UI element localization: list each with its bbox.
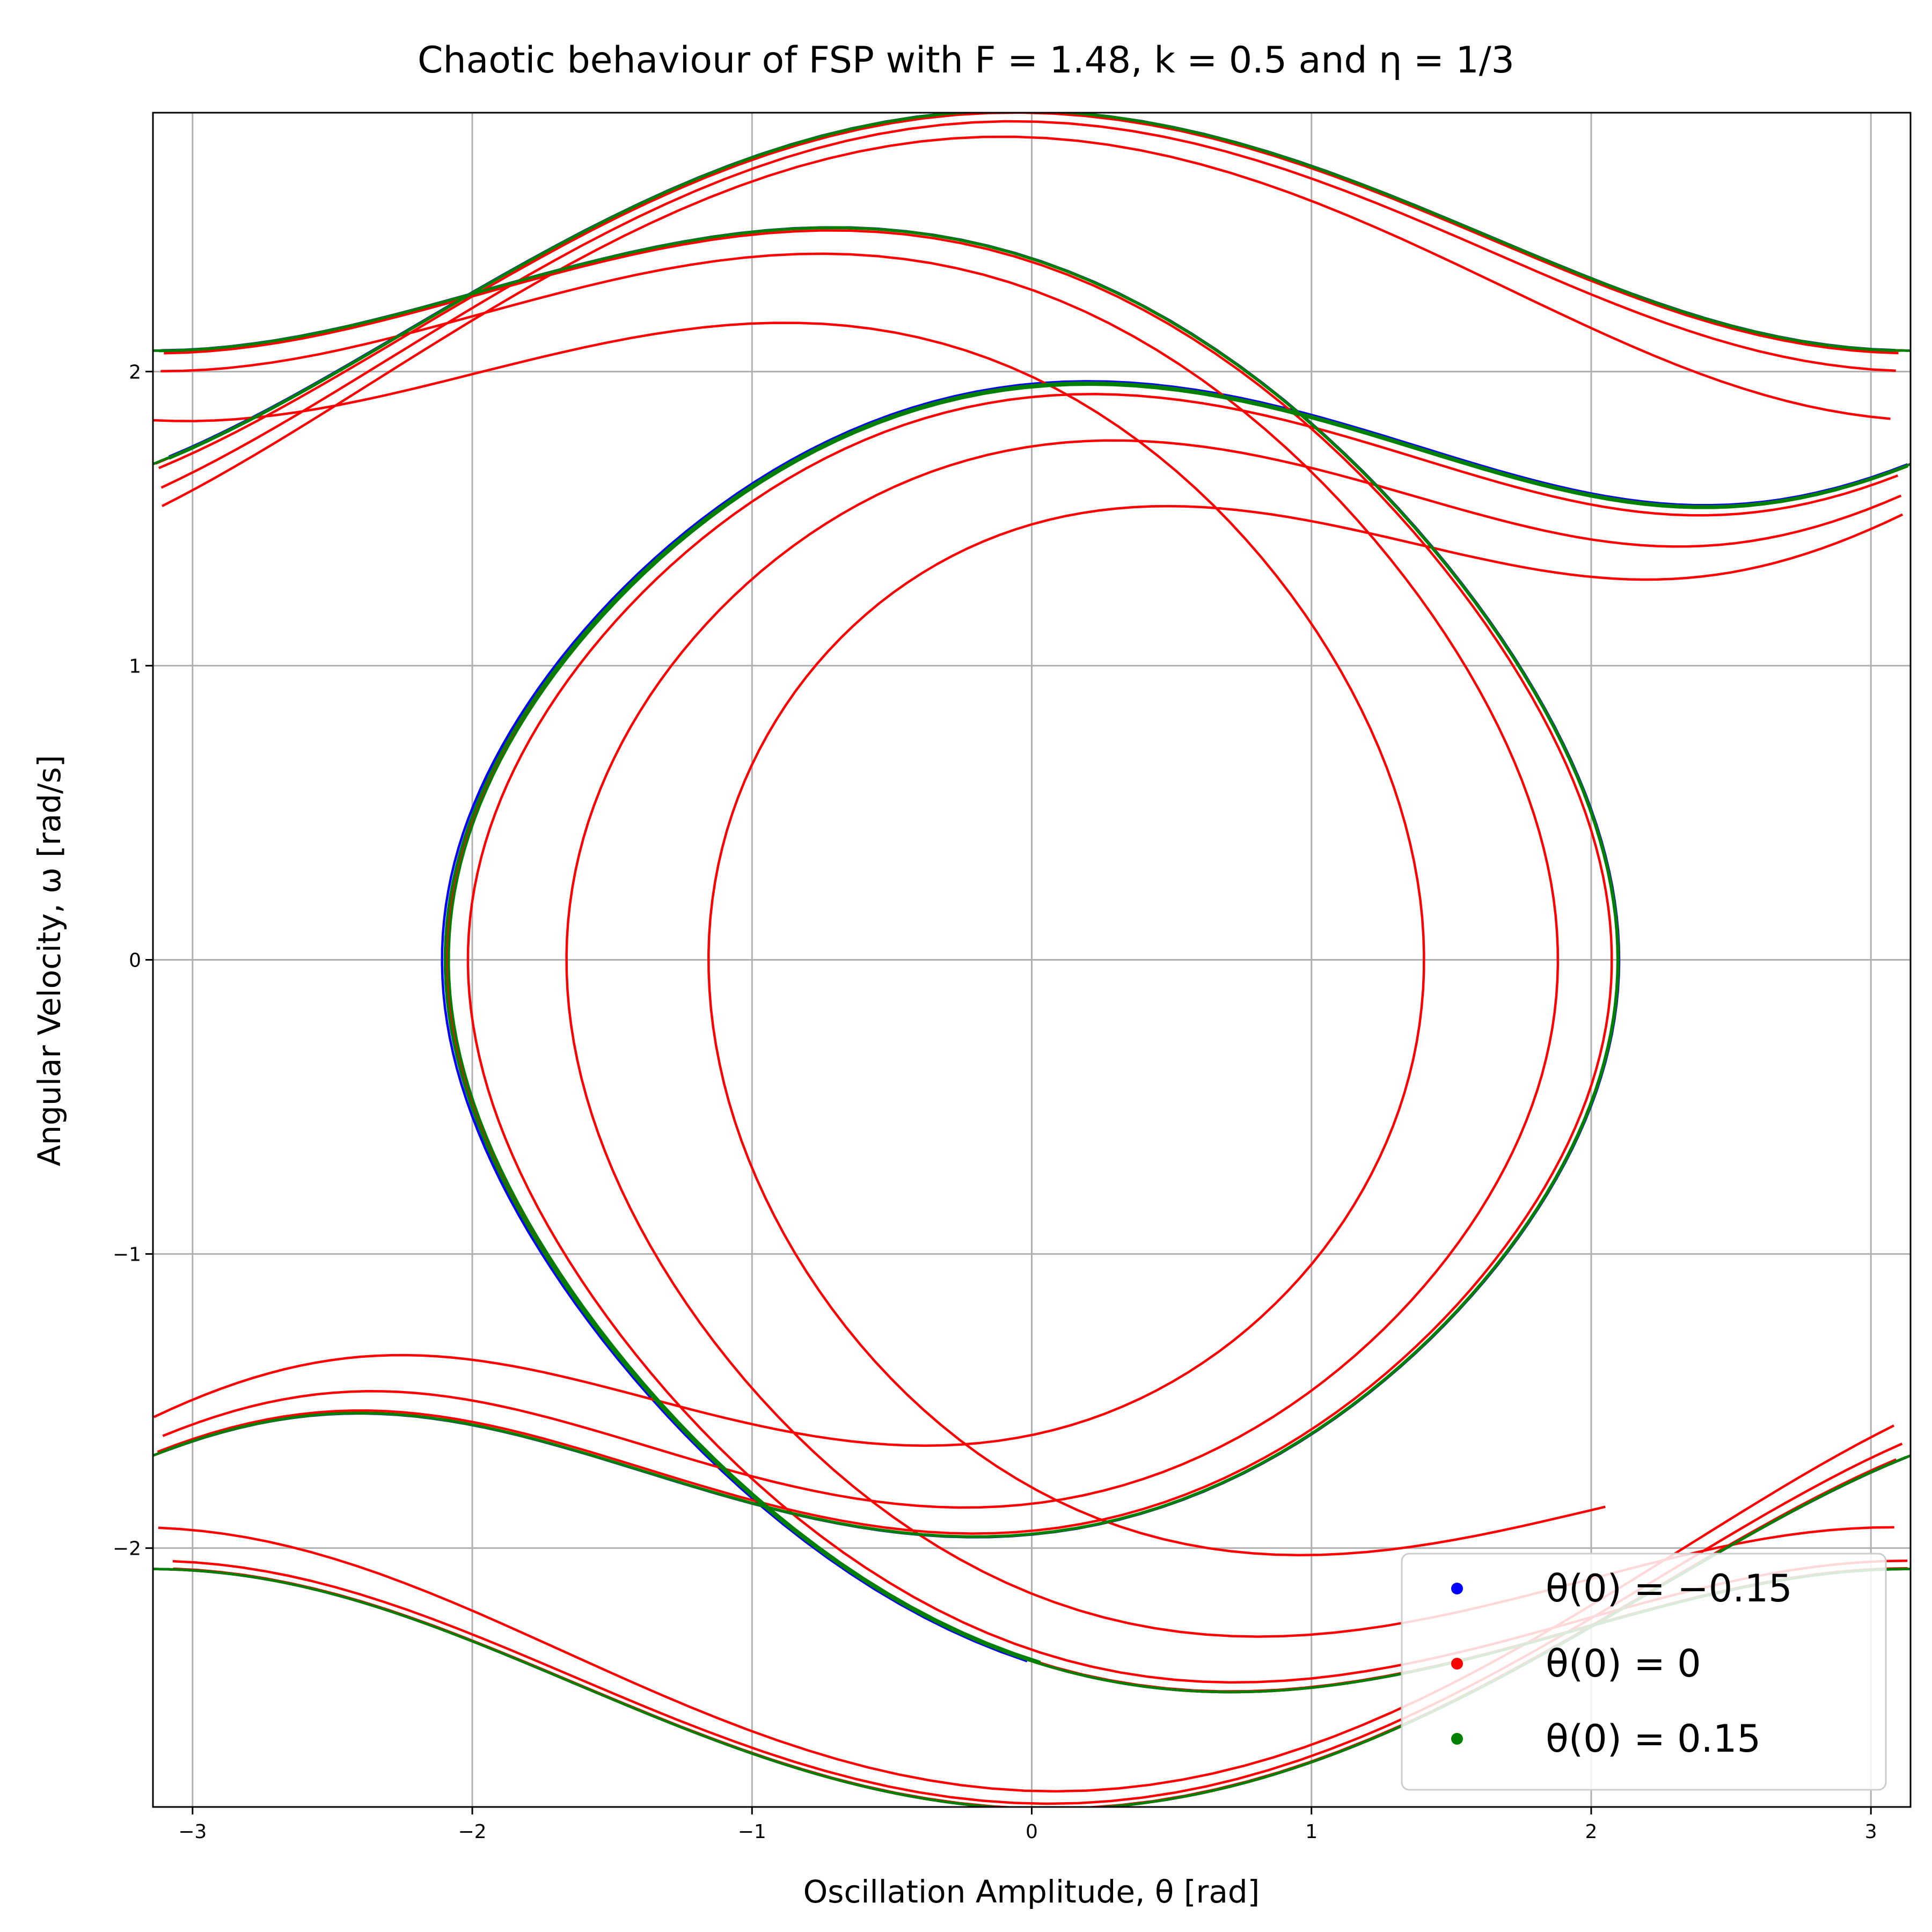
legend-marker [1451,1583,1463,1594]
series-line [153,113,1911,1807]
x-tick-label: 0 [1026,1821,1038,1843]
series-layer [153,113,1911,1807]
x-tick-label: 3 [1865,1821,1877,1843]
y-tick-label: 0 [129,950,141,972]
y-tick-label: 1 [129,655,141,677]
legend: θ(0) = −0.15 θ(0) = 0 θ(0) = 0.15 [1401,1553,1887,1791]
y-axis-title: Angular Velocity, ω [rad/s] [31,755,68,1167]
legend-marker [1451,1733,1463,1745]
ticks: −3 −2 −1 0 1 2 3 −2 −1 0 1 2 [113,361,1877,1843]
legend-label: θ(0) = −0.15 [1546,1567,1792,1611]
x-axis-title: Oscillation Amplitude, θ [rad] [803,1874,1260,1910]
legend-label: θ(0) = 0 [1546,1642,1701,1686]
y-tick-label: 2 [129,361,141,383]
legend-box [1401,1553,1887,1791]
x-tick-label: 2 [1585,1821,1598,1843]
x-tick-label: −2 [458,1821,486,1843]
y-tick-label: −2 [113,1538,141,1560]
legend-label: θ(0) = 0.15 [1546,1717,1761,1761]
x-tick-label: 1 [1305,1821,1318,1843]
y-tick-label: −1 [113,1244,141,1266]
chart-title: Chaotic behaviour of FSP with F = 1.48, … [418,39,1514,82]
x-tick-label: −3 [178,1821,207,1843]
legend-marker [1451,1658,1463,1670]
x-tick-label: −1 [738,1821,766,1843]
